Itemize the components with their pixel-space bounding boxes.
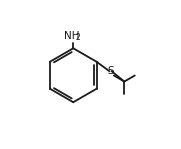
Text: NH: NH <box>64 31 79 41</box>
Text: S: S <box>107 66 114 76</box>
Text: 2: 2 <box>75 33 80 42</box>
